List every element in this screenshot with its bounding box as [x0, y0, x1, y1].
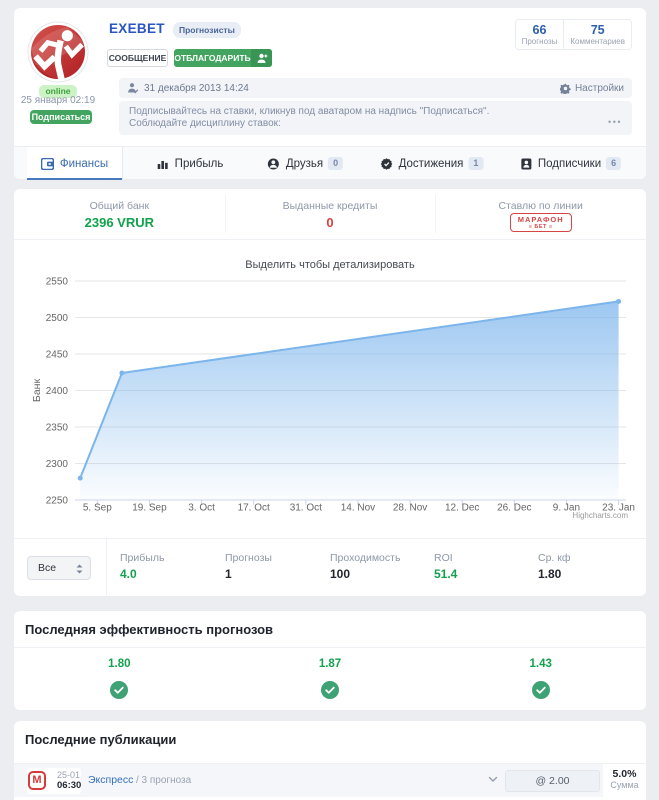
filter-stat-passrate: Проходимость 100: [330, 552, 401, 581]
bio-box: Подписывайтесь на ставки, кликнув под ав…: [119, 101, 632, 135]
avatar[interactable]: [27, 21, 89, 83]
publication-link[interactable]: Экспресс: [88, 774, 134, 786]
svg-text:2350: 2350: [46, 423, 69, 434]
svg-text:Выделить чтобы детализировать: Выделить чтобы детализировать: [245, 259, 415, 271]
svg-text:9. Jan: 9. Jan: [553, 503, 580, 514]
check-circle-icon: [321, 681, 339, 699]
registration-date: 31 декабря 2013 14:24: [144, 82, 249, 94]
chevron-down-icon[interactable]: [488, 776, 498, 783]
publications-title: Последние публикации: [25, 732, 177, 747]
svg-text:2450: 2450: [46, 350, 69, 361]
svg-text:14. Nov: 14. Nov: [341, 503, 375, 514]
publication-subtitle: / 3 прогноза: [136, 775, 192, 786]
svg-text:19. Sep: 19. Sep: [132, 503, 167, 514]
effectiveness-columns: 1.80 1.87 1.43: [14, 648, 646, 704]
person-plus-icon: [251, 49, 272, 67]
effectiveness-card: Последняя эффективность прогнозов 1.80 1…: [14, 611, 646, 710]
publication-source-panel: М 25-01 06:30: [27, 768, 81, 794]
divider: [14, 647, 646, 648]
thank-button[interactable]: ОТБЛАГОДАРИТЬ: [174, 49, 272, 67]
svg-text:2250: 2250: [46, 496, 69, 507]
bookmaker-stat: Ставлю по линии МАРАФОН ≡ БЕТ ≡: [435, 189, 646, 239]
publication-datetime: 25-01 06:30: [57, 770, 82, 791]
settings-button[interactable]: Настройки: [559, 82, 624, 94]
bank-chart[interactable]: 2250 2300 2350 2400 2450 2500 2550 5. Sep 19. Se…: [14, 240, 646, 538]
profile-stats-box: 66 Прогнозы 75 Комментариев: [514, 19, 632, 50]
filter-row: Все Прибыль 4.0 Прогнозы 1 Проходимость …: [14, 538, 646, 597]
svg-text:2500: 2500: [46, 313, 69, 324]
svg-text:Highcharts.com: Highcharts.com: [572, 511, 628, 520]
effectiveness-item: 1.80: [14, 648, 225, 704]
svg-text:17. Oct: 17. Oct: [238, 503, 270, 514]
svg-text:5. Sep: 5. Sep: [83, 503, 112, 514]
effectiveness-title: Последняя эффективность прогнозов: [25, 622, 274, 637]
subscribers-icon: [521, 158, 532, 169]
finance-card: Общий банк 2396 VRUR Выданные кредиты 0 …: [14, 189, 646, 597]
svg-text:3. Oct: 3. Oct: [188, 503, 215, 514]
last-seen-text: 25 января 02:19: [20, 95, 96, 106]
friends-icon: [267, 158, 279, 169]
filter-stat-avg-odds: Ср. кф 1.80: [538, 552, 571, 581]
stat-comments[interactable]: 75 Комментариев: [563, 20, 631, 49]
finance-summary-row: Общий банк 2396 VRUR Выданные кредиты 0 …: [14, 189, 646, 240]
gear-icon: [559, 82, 571, 94]
tab-friends[interactable]: Друзья 0: [267, 147, 344, 180]
period-select[interactable]: Все: [27, 556, 91, 580]
publication-odds: @ 2.00: [505, 770, 600, 792]
total-bank-stat: Общий банк 2396 VRUR: [84, 200, 155, 231]
publication-stake: 5.0% Сумма: [603, 764, 646, 798]
registration-info-bar: 31 декабря 2013 14:24 Настройки: [119, 78, 632, 98]
publication-row[interactable]: М 25-01 06:30 Экспресс / 3 прогноза @ 2.…: [14, 763, 646, 798]
bio-line2: Соблюдайте дисциплину ставок:: [129, 117, 281, 129]
role-badge[interactable]: Прогнозисты: [173, 22, 241, 38]
subscribers-count-badge: 6: [606, 157, 622, 170]
check-circle-icon: [531, 681, 550, 699]
online-status-badge: online: [14, 81, 102, 99]
filter-stat-roi: ROI 51.4: [434, 552, 458, 581]
svg-text:26. Dec: 26. Dec: [497, 503, 531, 514]
check-circle-icon: [110, 681, 129, 699]
publications-card: Последние публикации М 25-01 06:30 Экспр…: [14, 721, 646, 800]
tab-achievements[interactable]: Достижения 1: [380, 147, 484, 180]
profile-header-card: online 25 января 02:19 Подписаться EXEBE…: [14, 8, 646, 180]
svg-text:28. Nov: 28. Nov: [393, 503, 427, 514]
svg-text:Банк: Банк: [31, 379, 43, 403]
svg-text:2300: 2300: [46, 459, 69, 470]
bio-line1: Подписывайтесь на ставки, кликнув под ав…: [129, 106, 490, 117]
marathon-bet-logo[interactable]: МАРАФОН ≡ БЕТ ≡: [509, 213, 572, 232]
friends-count-badge: 0: [328, 157, 344, 170]
stat-forecasts[interactable]: 66 Прогнозы: [521, 23, 558, 46]
tab-finances[interactable]: Финансы: [27, 147, 123, 180]
svg-text:2400: 2400: [46, 386, 69, 397]
effectiveness-item: 1.87: [225, 648, 436, 704]
profile-name: EXEBET: [109, 21, 165, 36]
filter-stat-forecasts: Прогнозы 1: [225, 552, 272, 581]
active-tab-underline: [27, 177, 122, 180]
credits-stat: Выданные кредиты 0: [224, 189, 436, 239]
person-check-icon: [128, 83, 139, 94]
finances-icon: [40, 157, 54, 170]
subscribe-button[interactable]: Подписаться: [30, 110, 92, 124]
tab-profit[interactable]: Прибыль: [157, 147, 223, 180]
effectiveness-item: 1.43: [435, 648, 646, 704]
select-arrows-icon: [76, 564, 83, 574]
bookmaker-m-logo: М: [28, 771, 46, 790]
profile-tabs: Финансы Прибыль Друзья 0: [14, 146, 646, 180]
message-button[interactable]: СООБЩЕНИЕ: [107, 49, 168, 67]
svg-text:23. Jan: 23. Jan: [602, 503, 635, 514]
bar-chart-icon: [157, 160, 168, 169]
svg-text:31. Oct: 31. Oct: [290, 503, 322, 514]
tab-subscribers[interactable]: Подписчики 6: [521, 147, 622, 180]
svg-text:12. Dec: 12. Dec: [445, 503, 479, 514]
achievement-icon: [380, 157, 393, 170]
filter-divider: [106, 539, 107, 597]
achievements-count-badge: 1: [468, 157, 484, 170]
filter-stat-profit: Прибыль 4.0: [120, 552, 165, 581]
svg-text:2550: 2550: [46, 277, 69, 288]
bio-more-button[interactable]: •••: [608, 116, 622, 127]
